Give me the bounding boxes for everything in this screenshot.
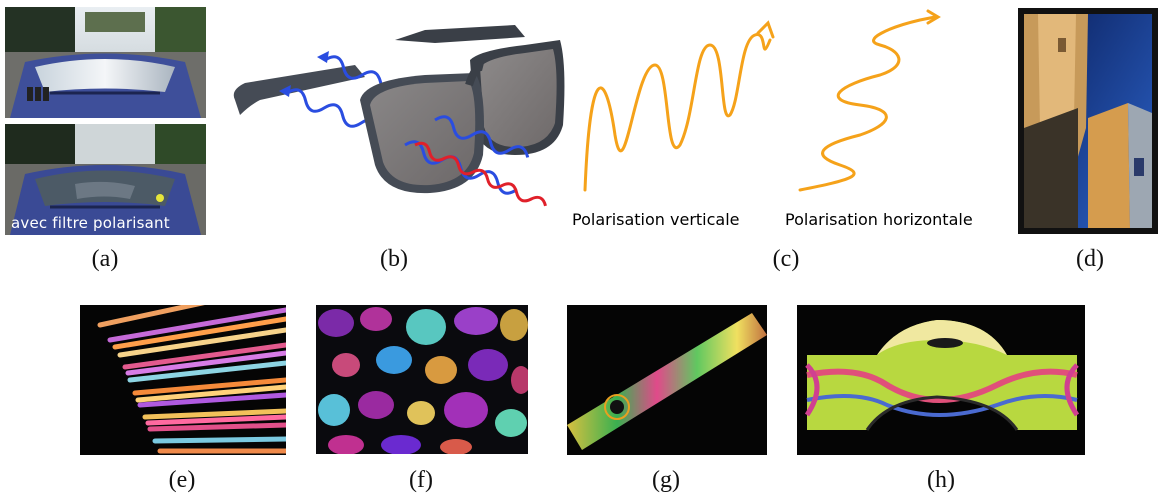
- building-photo: [1018, 8, 1158, 234]
- caption-h: (h): [927, 467, 955, 493]
- caption-b: (b): [380, 246, 408, 272]
- panel-a: avec filtre polarisant: [5, 7, 206, 235]
- caption-g: (g): [652, 467, 680, 493]
- caption-d: (d): [1076, 246, 1104, 272]
- sunglasses-illustration: [233, 25, 565, 207]
- panel-b: [225, 5, 570, 237]
- caption-e: (e): [168, 467, 196, 493]
- panel-h: [797, 305, 1085, 455]
- stress-fibers-photo: [80, 282, 289, 455]
- car-photo-with-filter: avec filtre polarisant: [5, 124, 206, 235]
- horizontal-polarisation-label: Polarisation horizontale: [785, 210, 973, 229]
- caption-f: (f): [409, 467, 433, 493]
- caption-c: (c): [772, 246, 800, 272]
- photoelastic-beam-photo: [797, 305, 1085, 455]
- caption-a: (a): [91, 246, 119, 272]
- panel-g: [567, 305, 767, 455]
- photoelastic-ruler-photo: [567, 305, 767, 455]
- panel-c: Polarisation verticale Polarisation hori…: [570, 5, 1010, 237]
- vertical-polarisation-label: Polarisation verticale: [572, 210, 740, 229]
- polarizing-filter-label: avec filtre polarisant: [11, 214, 170, 232]
- panel-f: [316, 305, 531, 455]
- car-photo-without-filter: [5, 7, 206, 118]
- panel-d: [1018, 8, 1158, 234]
- panel-e: [80, 282, 289, 455]
- polarisation-sketches: [583, 9, 941, 192]
- mineral-thin-section-photo: [316, 305, 531, 455]
